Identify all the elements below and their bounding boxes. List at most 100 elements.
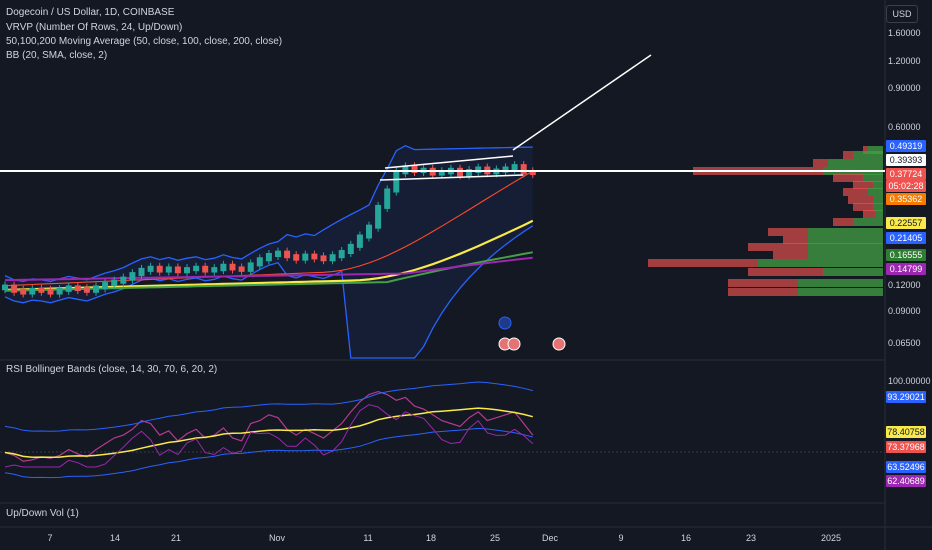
x-tick: 23 bbox=[745, 533, 757, 543]
rsi-badge-purple: 62.40689 bbox=[886, 475, 926, 487]
candle-body bbox=[502, 166, 509, 173]
candle-body bbox=[193, 265, 200, 272]
candle-body bbox=[47, 288, 54, 295]
volume-profile-down bbox=[748, 243, 808, 251]
candle-body bbox=[211, 267, 218, 273]
candle-body bbox=[356, 234, 363, 248]
candle-body bbox=[520, 164, 527, 175]
rsi-badge-ma: 78.40758 bbox=[886, 426, 926, 438]
volume-profile-down bbox=[648, 259, 758, 267]
volume-legend[interactable]: Up/Down Vol (1) bbox=[6, 508, 79, 519]
volume-profile-up bbox=[853, 218, 883, 226]
price-badge-countdown: 05:02:28 bbox=[886, 180, 926, 192]
rsi-badge-upper: 93.29021 bbox=[886, 391, 926, 403]
volume-profile-down bbox=[773, 251, 808, 259]
candle-body bbox=[11, 284, 18, 293]
candle-body bbox=[56, 287, 63, 295]
candle-body bbox=[120, 276, 127, 284]
rsi-legend[interactable]: RSI Bollinger Bands (close, 14, 30, 70, … bbox=[6, 364, 218, 375]
candle-body bbox=[65, 285, 72, 292]
candle-body bbox=[311, 253, 318, 260]
volume-profile-down bbox=[833, 218, 853, 226]
candle-body bbox=[156, 265, 163, 273]
candle-body bbox=[247, 262, 254, 272]
volume-profile-up bbox=[875, 210, 883, 218]
rsi-ma-line bbox=[4, 407, 533, 459]
price-tick: 0.90000 bbox=[888, 83, 921, 93]
candle-body bbox=[293, 254, 300, 261]
volume-profile-up bbox=[808, 228, 883, 236]
volume-profile-up bbox=[868, 146, 883, 154]
candle-body bbox=[275, 250, 281, 257]
trendline-upper bbox=[384, 155, 514, 169]
price-badge-line: 0.39393 bbox=[886, 154, 926, 166]
x-tick: 2025 bbox=[820, 533, 842, 543]
chart-title: Dogecoin / US Dollar, 1D, COINBASE bbox=[6, 7, 175, 18]
candle-body bbox=[393, 170, 400, 193]
x-tick: 7 bbox=[47, 533, 53, 543]
flag-icon bbox=[507, 337, 521, 351]
volume-profile-up bbox=[758, 259, 883, 267]
price-badge-bb-upper: 0.49319 bbox=[886, 140, 926, 152]
x-tick: 21 bbox=[170, 533, 182, 543]
candle-body bbox=[284, 250, 291, 259]
candle-body bbox=[129, 272, 136, 281]
price-tick: 0.12000 bbox=[888, 280, 921, 290]
candle-body bbox=[402, 165, 409, 175]
candle-body bbox=[302, 253, 309, 261]
price-tick: 0.09000 bbox=[888, 306, 921, 316]
candle-body bbox=[174, 266, 181, 274]
candle-body bbox=[457, 167, 463, 177]
legend-vrvp[interactable]: VRVP (Number Of Rows, 24, Up/Down) bbox=[6, 22, 183, 33]
price-tick: 0.60000 bbox=[888, 122, 921, 132]
x-tick: 9 bbox=[618, 533, 624, 543]
price-tick: 0.06500 bbox=[888, 338, 921, 348]
candle-body bbox=[411, 165, 418, 174]
currency-button[interactable]: USD bbox=[886, 5, 918, 23]
volume-profile-up bbox=[868, 188, 883, 196]
candle-body bbox=[347, 243, 354, 255]
candle-body bbox=[2, 284, 8, 291]
candle-body bbox=[147, 265, 154, 272]
x-tick: 18 bbox=[425, 533, 437, 543]
candle-body bbox=[338, 250, 345, 259]
candle-body bbox=[138, 267, 145, 277]
candle-body bbox=[165, 266, 172, 273]
candle-body bbox=[466, 169, 473, 177]
volume-profile-up bbox=[873, 203, 883, 211]
ma100-line bbox=[4, 219, 534, 291]
legend-bollinger-bands[interactable]: BB (20, SMA, close, 2) bbox=[6, 50, 108, 61]
ma50-line bbox=[4, 170, 534, 287]
projection-line bbox=[512, 54, 652, 151]
x-tick: Nov bbox=[268, 533, 286, 543]
volume-profile-down bbox=[728, 288, 798, 296]
volume-profile-up bbox=[808, 251, 883, 259]
candle-body bbox=[111, 279, 118, 287]
candle-body bbox=[29, 287, 36, 295]
purple-ma-line bbox=[4, 256, 533, 282]
candle-body bbox=[265, 252, 272, 262]
volume-profile-up bbox=[863, 174, 883, 182]
volume-profile-down bbox=[833, 174, 863, 182]
candle-body bbox=[475, 166, 482, 174]
price-badge-purple: 0.14799 bbox=[886, 263, 926, 275]
volume-profile-down bbox=[813, 159, 828, 167]
candle-body bbox=[329, 254, 336, 262]
volume-profile-down bbox=[843, 151, 853, 159]
volume-profile-down bbox=[863, 146, 868, 154]
candle-body bbox=[529, 170, 536, 176]
legend-moving-average[interactable]: 50,100,200 Moving Average (50, close, 10… bbox=[6, 36, 283, 47]
candle-body bbox=[83, 287, 90, 293]
price-tick: 1.20000 bbox=[888, 56, 921, 66]
volume-profile-up bbox=[798, 288, 883, 296]
candle-body bbox=[384, 188, 391, 209]
x-tick: 11 bbox=[363, 533, 373, 543]
volume-profile-up bbox=[823, 268, 883, 276]
volume-profile-down bbox=[783, 236, 808, 244]
volume-profile-down bbox=[728, 279, 798, 287]
x-tick: Dec bbox=[541, 533, 559, 543]
x-tick: 14 bbox=[109, 533, 121, 543]
candle-body bbox=[320, 255, 327, 262]
candle-body bbox=[511, 164, 518, 171]
